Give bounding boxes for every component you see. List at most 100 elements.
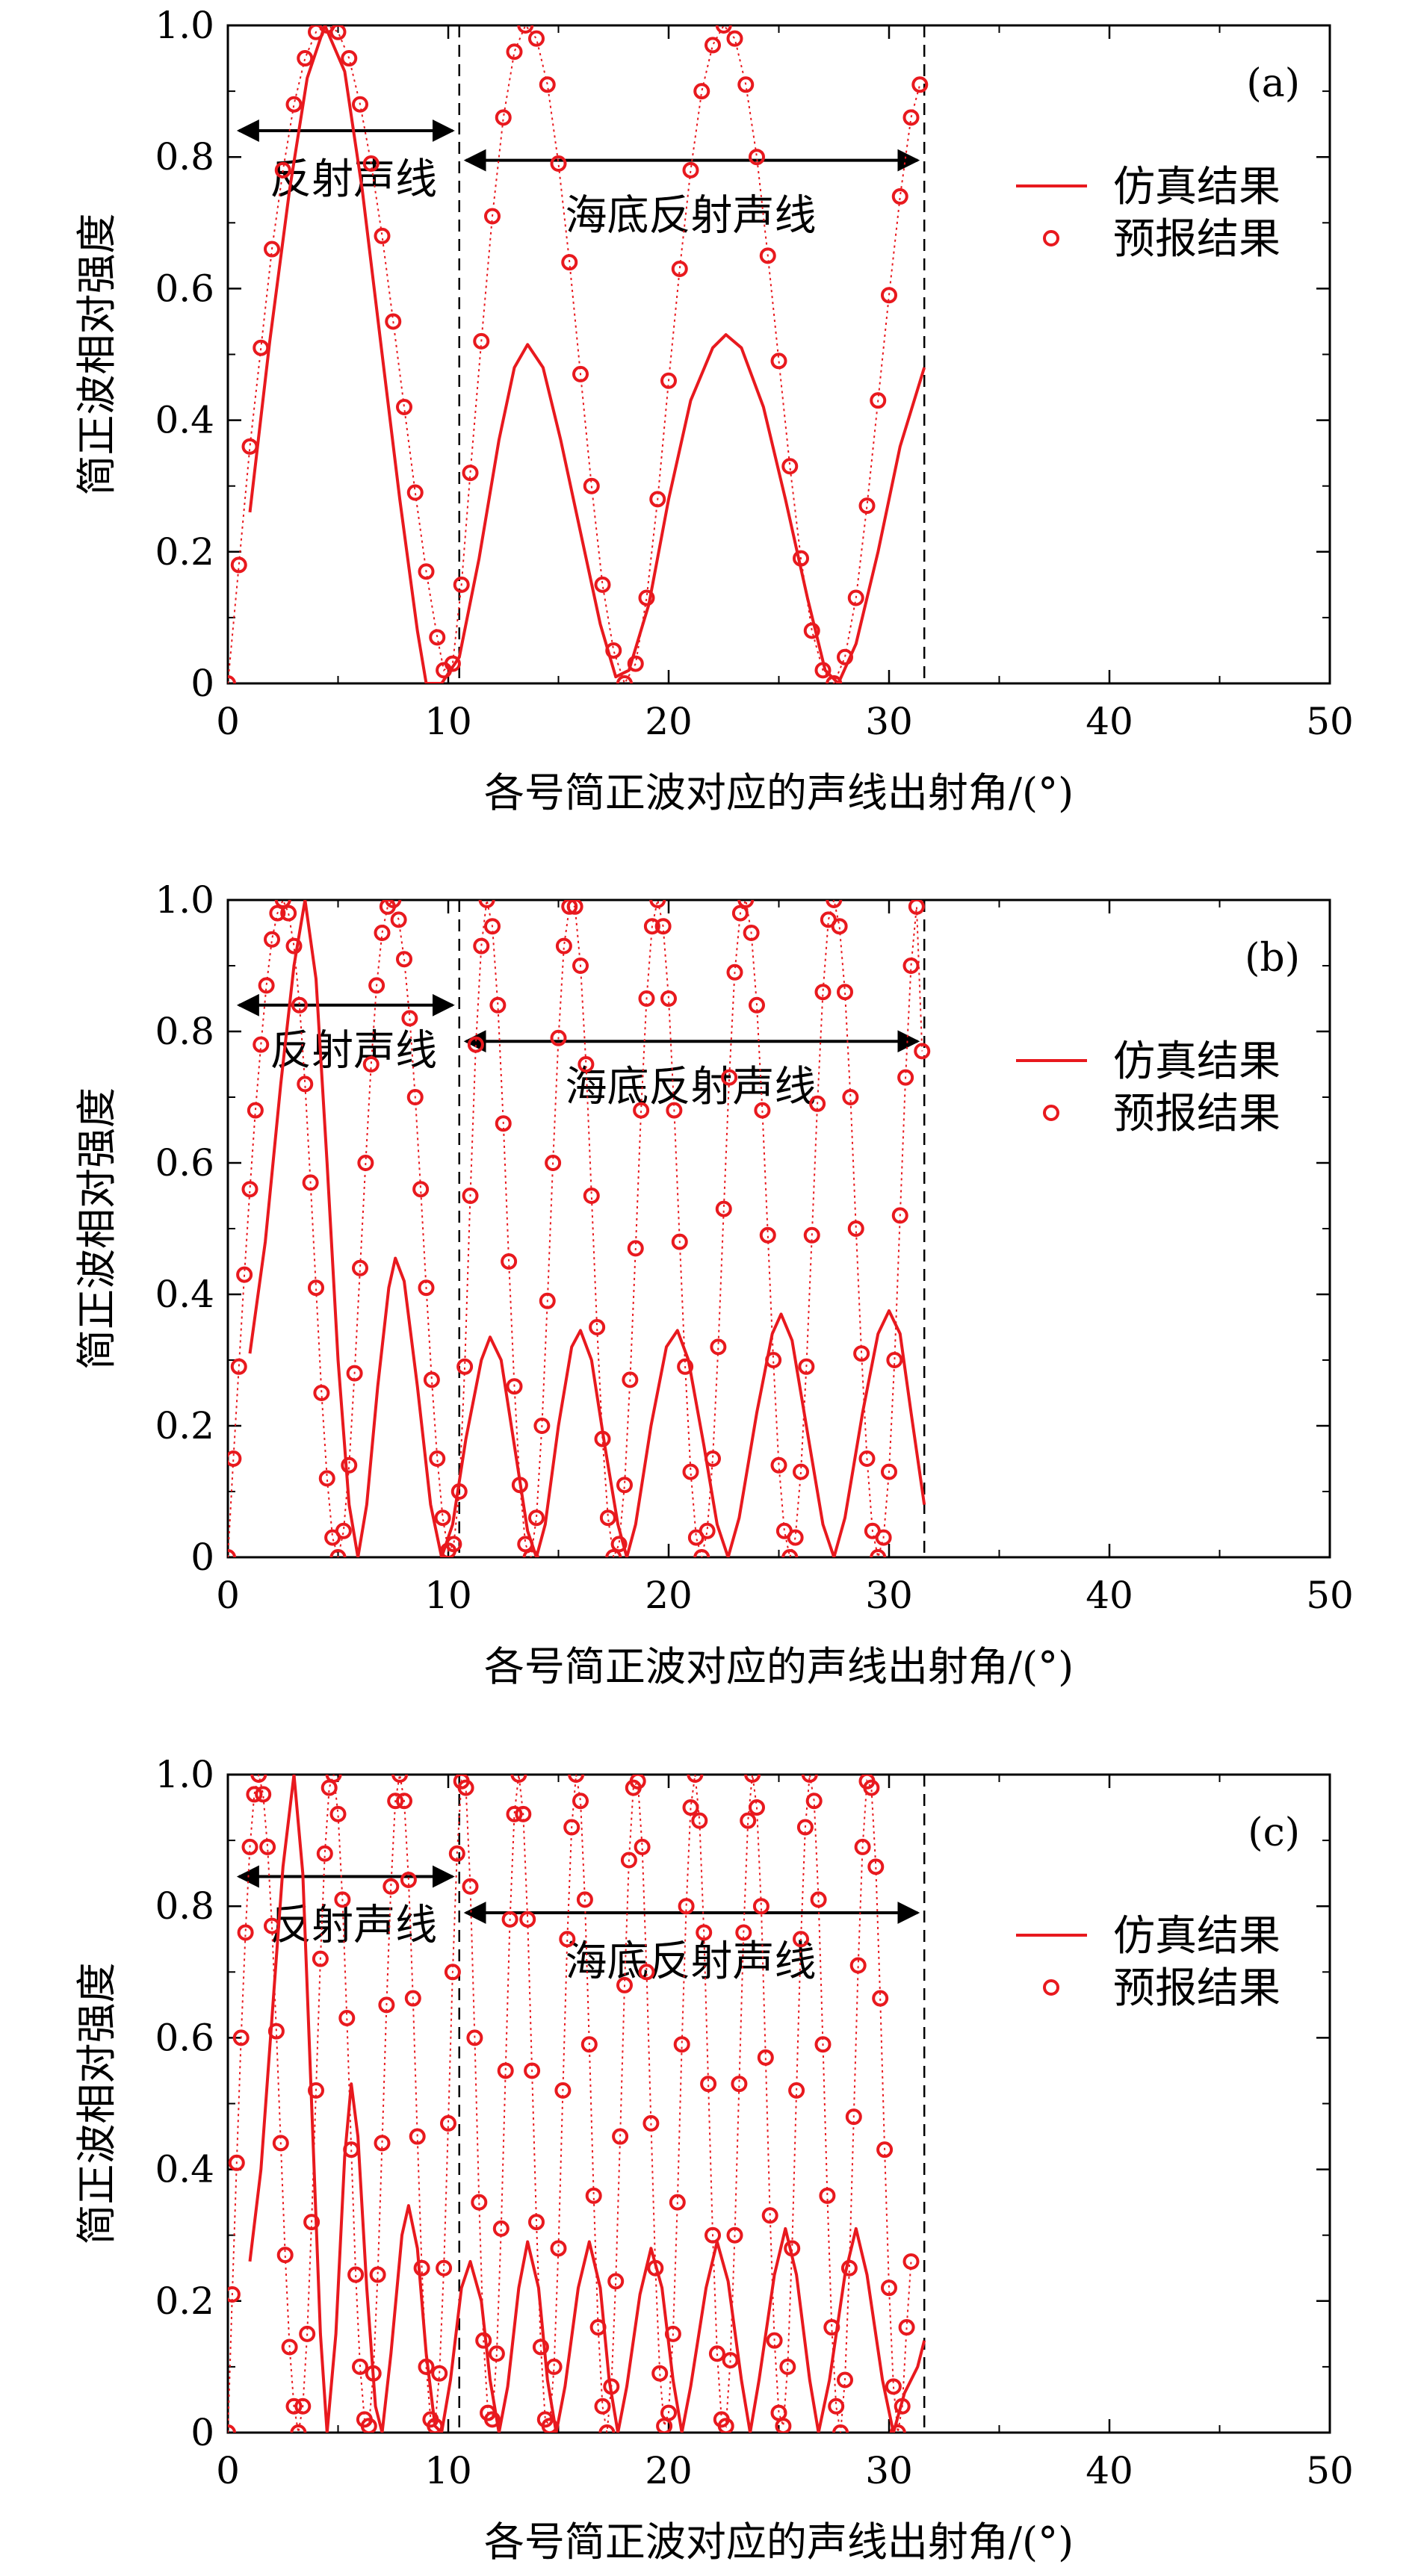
plot-area (228, 25, 929, 683)
prediction-point (651, 2365, 669, 2382)
legend-label-simulation: 仿真结果 (1113, 1912, 1281, 1961)
prediction-point (385, 313, 402, 330)
prediction-point (346, 1365, 363, 1382)
prediction-point (545, 1155, 562, 1171)
region-annotation: 反射声线 (270, 1902, 437, 1950)
prediction-point (842, 1089, 859, 1105)
prediction-point (566, 900, 583, 915)
prediction-point (654, 918, 672, 935)
prediction-point (594, 1430, 611, 1447)
prediction-point (462, 465, 479, 482)
prediction-point (902, 2253, 920, 2270)
prediction-point (814, 984, 832, 1001)
prediction-point (241, 438, 258, 455)
prediction-point (643, 918, 660, 935)
prediction-point (671, 260, 688, 277)
prediction-point (616, 1477, 633, 1494)
y-tick-label: 0.6 (155, 267, 214, 310)
prediction-point (264, 240, 280, 258)
prediction-point (847, 1220, 864, 1237)
prediction-point (809, 1095, 826, 1112)
x-tick-label: 40 (1086, 700, 1133, 743)
prediction-point (828, 2397, 845, 2415)
region-annotation: 反射声线 (270, 1026, 437, 1075)
prediction-point (475, 2332, 492, 2349)
prediction-point (303, 2214, 321, 2231)
y-tick-label: 0.8 (155, 1884, 214, 1928)
prediction-point (638, 589, 655, 606)
prediction-point (561, 900, 578, 915)
prediction-point (539, 1292, 556, 1309)
prediction-point (374, 2135, 391, 2152)
prediction-point (735, 1924, 752, 1941)
x-tick-label: 20 (645, 2449, 693, 2492)
prediction-point (691, 1812, 708, 1829)
prediction-point (908, 900, 925, 915)
panel-b: 0 10 20 30 40 50 0 0.2 0.4 0.6 0.8 1.0 各号简正波对应的声线出射角… (73, 878, 1354, 1690)
prediction-point (473, 332, 490, 350)
prediction-point (561, 254, 578, 271)
prediction-point (759, 1226, 776, 1244)
prediction-point (881, 287, 897, 304)
prediction-point (568, 1775, 585, 1783)
x-tick-label: 10 (424, 1574, 472, 1617)
prediction-point (784, 2240, 801, 2257)
prediction-point (444, 655, 461, 672)
prediction-point (489, 996, 507, 1014)
prediction-point (664, 2325, 681, 2342)
prediction-point (369, 2266, 386, 2283)
prediction-point (396, 1793, 412, 1810)
prediction-point (682, 161, 699, 179)
series-dotted-prediction (228, 25, 921, 683)
prediction-point (255, 1786, 272, 1803)
x-tick-label: 40 (1086, 2449, 1133, 2492)
prediction-point (510, 1775, 527, 1783)
prediction-point (633, 1102, 650, 1119)
prediction-point (599, 1509, 616, 1527)
prediction-point (237, 1924, 254, 1941)
prediction-point (517, 25, 534, 34)
prediction-point (858, 1450, 876, 1467)
prediction-point (863, 1779, 880, 1796)
legend-label-simulation: 仿真结果 (1113, 163, 1281, 211)
prediction-point (272, 2135, 289, 2152)
prediction-point (737, 900, 755, 908)
prediction-point (501, 1911, 518, 1928)
prediction-point (705, 37, 721, 54)
prediction-point (241, 1838, 258, 1855)
prediction-point (669, 2194, 686, 2211)
prediction-point (280, 904, 297, 922)
prediction-point (457, 1779, 474, 1796)
legend-label-prediction: 预报结果 (1113, 1964, 1281, 2013)
prediction-point (362, 155, 380, 173)
prediction-point (524, 2062, 541, 2079)
prediction-point (715, 25, 732, 34)
prediction-point (453, 576, 470, 593)
panel-c: 0 10 20 30 40 50 0 0.2 0.4 0.6 0.8 1.0 各号简正波对应的声线出射角… (73, 1753, 1354, 2566)
series-line-simulation (248, 900, 926, 1557)
y-tick-label: 0 (191, 662, 214, 705)
prediction-point (823, 2319, 840, 2336)
prediction-point (589, 1319, 606, 1335)
prediction-point (478, 900, 495, 908)
prediction-point (889, 2424, 906, 2433)
y-tick-label: 0.2 (155, 2279, 214, 2323)
prediction-point (572, 958, 589, 974)
prediction-point (550, 1029, 567, 1046)
prediction-point (418, 563, 435, 580)
y-axis-label: 简正波相对强度 (73, 1963, 120, 2245)
y-tick-label: 1.0 (155, 1753, 214, 1796)
prediction-point (638, 990, 655, 1007)
prediction-point (805, 1793, 823, 1810)
prediction-point (781, 1549, 799, 1557)
x-tick-label: 50 (1306, 2449, 1354, 2492)
prediction-point (338, 2009, 356, 2026)
prediction-point (325, 1775, 342, 1783)
prediction-point (450, 1483, 468, 1500)
prediction-point (770, 1456, 787, 1474)
prediction-point (779, 2358, 796, 2375)
prediction-point (801, 1775, 818, 1783)
prediction-point (264, 931, 280, 948)
prediction-point (583, 1188, 600, 1204)
